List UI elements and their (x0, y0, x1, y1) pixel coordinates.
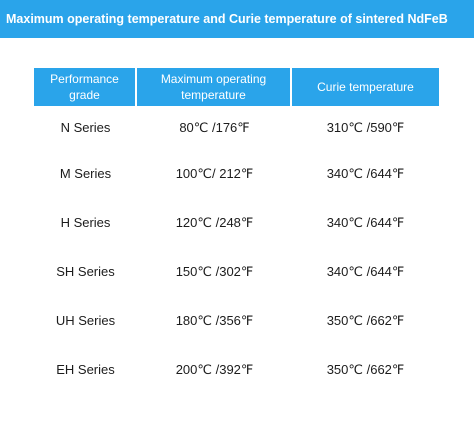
max-temp-cell: 150℃ /302℉ (175, 263, 254, 279)
table-body: N Series 80℃ /176℉ 310℃ /590℉ M Series 1… (34, 106, 439, 394)
grade-cell: H Series (60, 215, 111, 230)
header-row: Performance grade Maximum operating temp… (34, 68, 439, 106)
curie-temp-cell: 340℃ /644℉ (326, 214, 405, 230)
curie-temp-cell: 350℃ /662℉ (326, 312, 405, 328)
grade-cell: SH Series (56, 264, 115, 279)
table-row: H Series 120℃ /248℉ 340℃ /644℉ (34, 198, 439, 247)
grade-cell: N Series (60, 120, 111, 135)
curie-temp-cell: 310℃ /590℉ (326, 119, 405, 135)
page-title: Maximum operating temperature and Curie … (6, 12, 448, 26)
table-row: N Series 80℃ /176℉ 310℃ /590℉ (34, 106, 439, 149)
grade-cell: UH Series (55, 313, 116, 328)
header-performance-grade: Performance grade (34, 68, 137, 106)
table-row: SH Series 150℃ /302℉ 340℃ /644℉ (34, 247, 439, 296)
grade-cell: M Series (59, 166, 112, 181)
header-max-operating-temperature: Maximum operating temperature (137, 68, 292, 106)
curie-temp-cell: 340℃ /644℉ (326, 165, 405, 181)
title-banner: Maximum operating temperature and Curie … (0, 0, 474, 38)
table-row: M Series 100℃/ 212℉ 340℃ /644℉ (34, 149, 439, 198)
header-curie-temperature: Curie temperature (292, 68, 439, 106)
max-temp-cell: 200℃ /392℉ (175, 361, 254, 377)
temperature-table: Performance grade Maximum operating temp… (34, 68, 439, 394)
grade-cell: EH Series (56, 362, 115, 377)
max-temp-cell: 120℃ /248℉ (175, 214, 254, 230)
table-header: Performance grade Maximum operating temp… (34, 68, 439, 106)
curie-temp-cell: 350℃ /662℉ (326, 361, 405, 377)
max-temp-cell: 80℃ /176℉ (179, 119, 250, 135)
curie-temp-cell: 340℃ /644℉ (326, 263, 405, 279)
table-row: UH Series 180℃ /356℉ 350℃ /662℉ (34, 296, 439, 345)
temperature-table-container: Performance grade Maximum operating temp… (34, 68, 439, 394)
max-temp-cell: 180℃ /356℉ (175, 312, 254, 328)
max-temp-cell: 100℃/ 212℉ (175, 165, 254, 181)
table-row: EH Series 200℃ /392℉ 350℃ /662℉ (34, 345, 439, 394)
